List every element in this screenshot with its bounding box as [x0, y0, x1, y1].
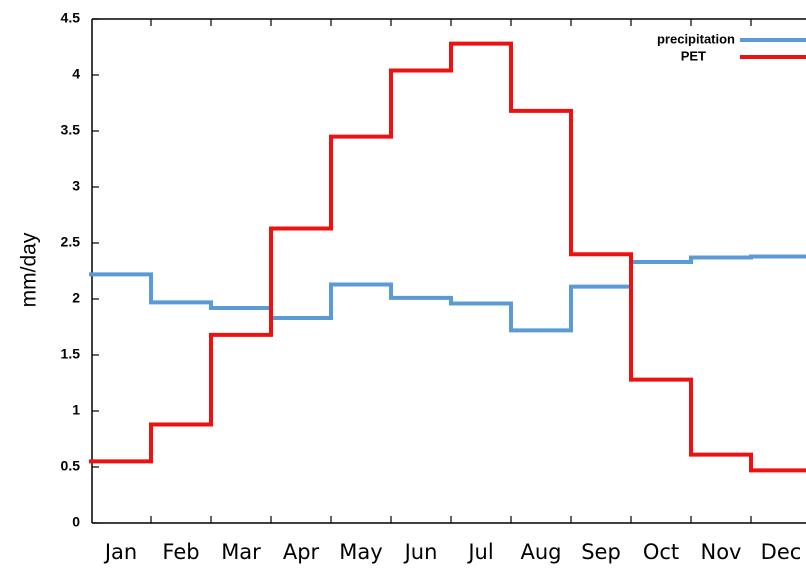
- y-axis-label: mm/day: [18, 232, 41, 307]
- x-tick-label: Dec: [761, 540, 802, 564]
- x-tick-label: Nov: [701, 540, 742, 564]
- y-tick-label: 1.5: [61, 346, 81, 362]
- y-tick-label: 4: [72, 66, 80, 82]
- x-tick-label: Feb: [162, 540, 199, 564]
- x-tick-label: Aug: [520, 540, 561, 564]
- y-tick-label: 3.5: [61, 122, 81, 138]
- x-tick-label: May: [339, 540, 382, 564]
- y-tick-label: 3: [72, 178, 80, 194]
- x-tick-label: Mar: [221, 540, 261, 564]
- x-tick-label: Oct: [643, 540, 679, 564]
- y-tick-label: 2: [72, 290, 80, 306]
- x-tick-label: Sep: [581, 540, 621, 564]
- y-tick-label: 2.5: [61, 234, 81, 250]
- x-tick-label: Apr: [283, 540, 320, 564]
- x-tick-label: Jul: [466, 540, 493, 564]
- legend-label: precipitation: [657, 31, 735, 46]
- y-tick-label: 1: [72, 402, 80, 418]
- y-tick-label: 4.5: [61, 10, 81, 26]
- y-tick-label: 0: [72, 514, 80, 530]
- y-tick-label: 0.5: [61, 458, 81, 474]
- x-tick-label: Jun: [403, 540, 438, 564]
- x-tick-label: Jan: [103, 540, 137, 564]
- legend-label: PET: [681, 48, 706, 63]
